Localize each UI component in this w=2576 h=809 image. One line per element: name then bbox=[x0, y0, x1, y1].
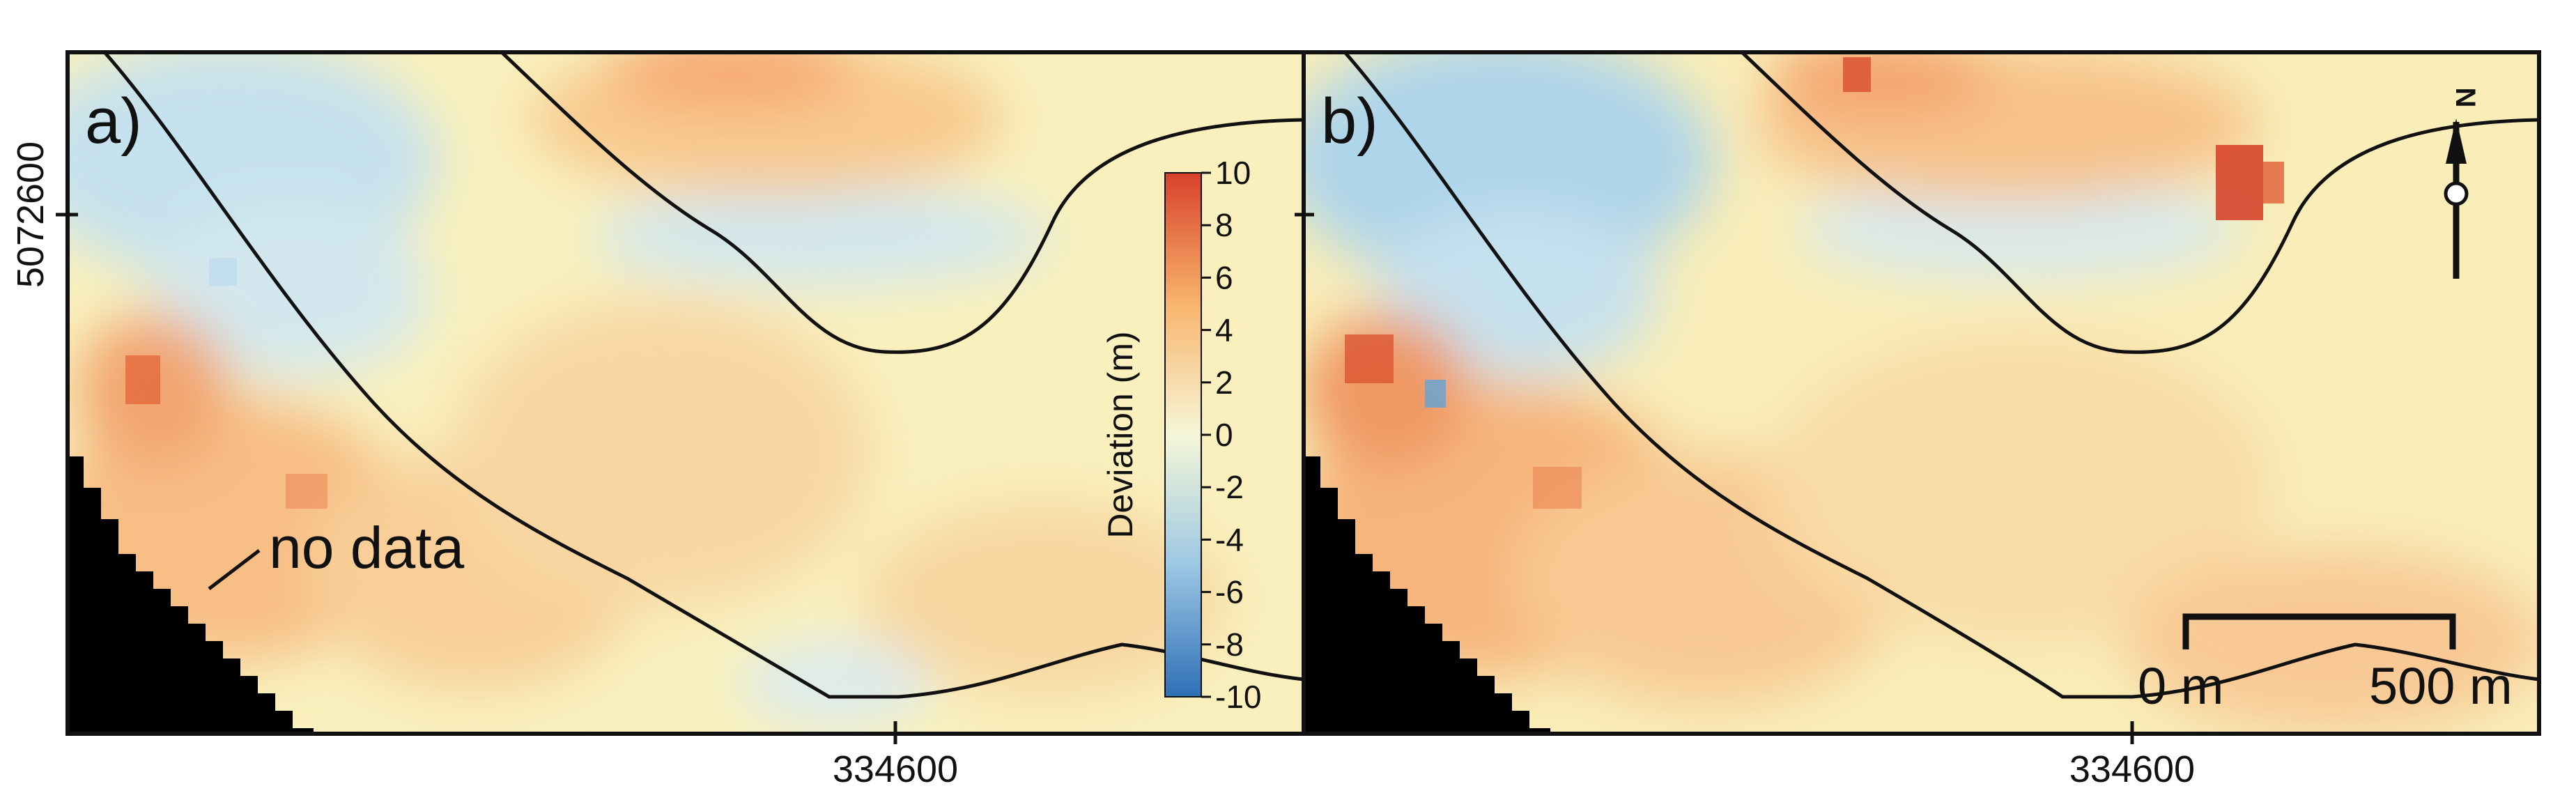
colorbar-ticks: 10 8 6 4 2 0 -2 -4 -6 -8 -10 bbox=[1201, 155, 1261, 715]
scale-bar-end-label: 500 m bbox=[2369, 657, 2513, 715]
colorbar-tick-label: -10 bbox=[1215, 679, 1261, 715]
river-contour-upper-b bbox=[1741, 52, 2539, 354]
colorbar-tick-label: 10 bbox=[1215, 155, 1251, 191]
deviation-field-b bbox=[1304, 52, 2539, 732]
map-panel-b bbox=[1304, 52, 2539, 734]
river-contour-lower-b bbox=[1343, 52, 2539, 699]
colorbar-title: Deviation (m) bbox=[1101, 331, 1140, 538]
x-axis-tick-label-a: 334600 bbox=[833, 748, 958, 790]
colorbar-tick-label: 8 bbox=[1215, 207, 1233, 243]
no-data-area-b bbox=[1304, 456, 1550, 734]
hotspots-b bbox=[1345, 57, 2284, 509]
hotspots-a bbox=[125, 258, 327, 509]
no-data-area-a bbox=[68, 456, 314, 734]
colorbar-tick-label: 2 bbox=[1215, 364, 1233, 401]
frame-panel-b bbox=[1302, 50, 2541, 736]
x-axis-tick-label-b: 334600 bbox=[2069, 748, 2195, 790]
panel-label-b: b) bbox=[1321, 86, 1378, 157]
no-data-annotation: no data bbox=[269, 515, 465, 580]
colorbar-ramp bbox=[1164, 172, 1202, 698]
scale-bar: 0 m 500 m bbox=[2138, 613, 2513, 715]
y-axis-tick-label: 5072600 bbox=[10, 141, 52, 288]
colorbar-tick-label: 6 bbox=[1215, 259, 1233, 295]
colorbar-tick-label: 4 bbox=[1215, 312, 1233, 348]
colorbar-tick-label: -4 bbox=[1215, 521, 1244, 557]
no-data-leader-line bbox=[208, 549, 261, 590]
colorbar: Deviation (m) 10 8 6 4 2 0 -2 -4 -6 -8 -10 bbox=[1101, 155, 1261, 715]
colorbar-tick-label: -8 bbox=[1215, 626, 1244, 663]
north-arrow-icon: N bbox=[2444, 88, 2481, 279]
river-contour-upper-a bbox=[500, 52, 1304, 354]
map-panel-a bbox=[68, 52, 1304, 734]
north-arrow-label: N bbox=[2450, 88, 2481, 108]
colorbar-tick-label: -2 bbox=[1215, 469, 1244, 505]
colorbar-tick-label: -6 bbox=[1215, 574, 1244, 610]
river-contour-lower-a bbox=[103, 52, 1304, 699]
panel-label-a: a) bbox=[85, 86, 142, 157]
scale-bar-start-label: 0 m bbox=[2138, 657, 2223, 715]
colorbar-tick-label: 0 bbox=[1215, 417, 1233, 453]
